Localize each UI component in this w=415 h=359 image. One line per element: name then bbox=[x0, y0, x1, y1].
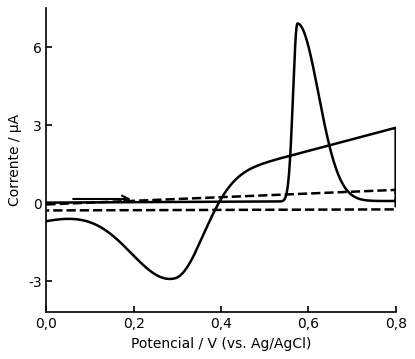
Y-axis label: Corrente / μA: Corrente / μA bbox=[8, 114, 22, 206]
X-axis label: Potencial / V (vs. Ag/AgCl): Potencial / V (vs. Ag/AgCl) bbox=[131, 337, 311, 351]
